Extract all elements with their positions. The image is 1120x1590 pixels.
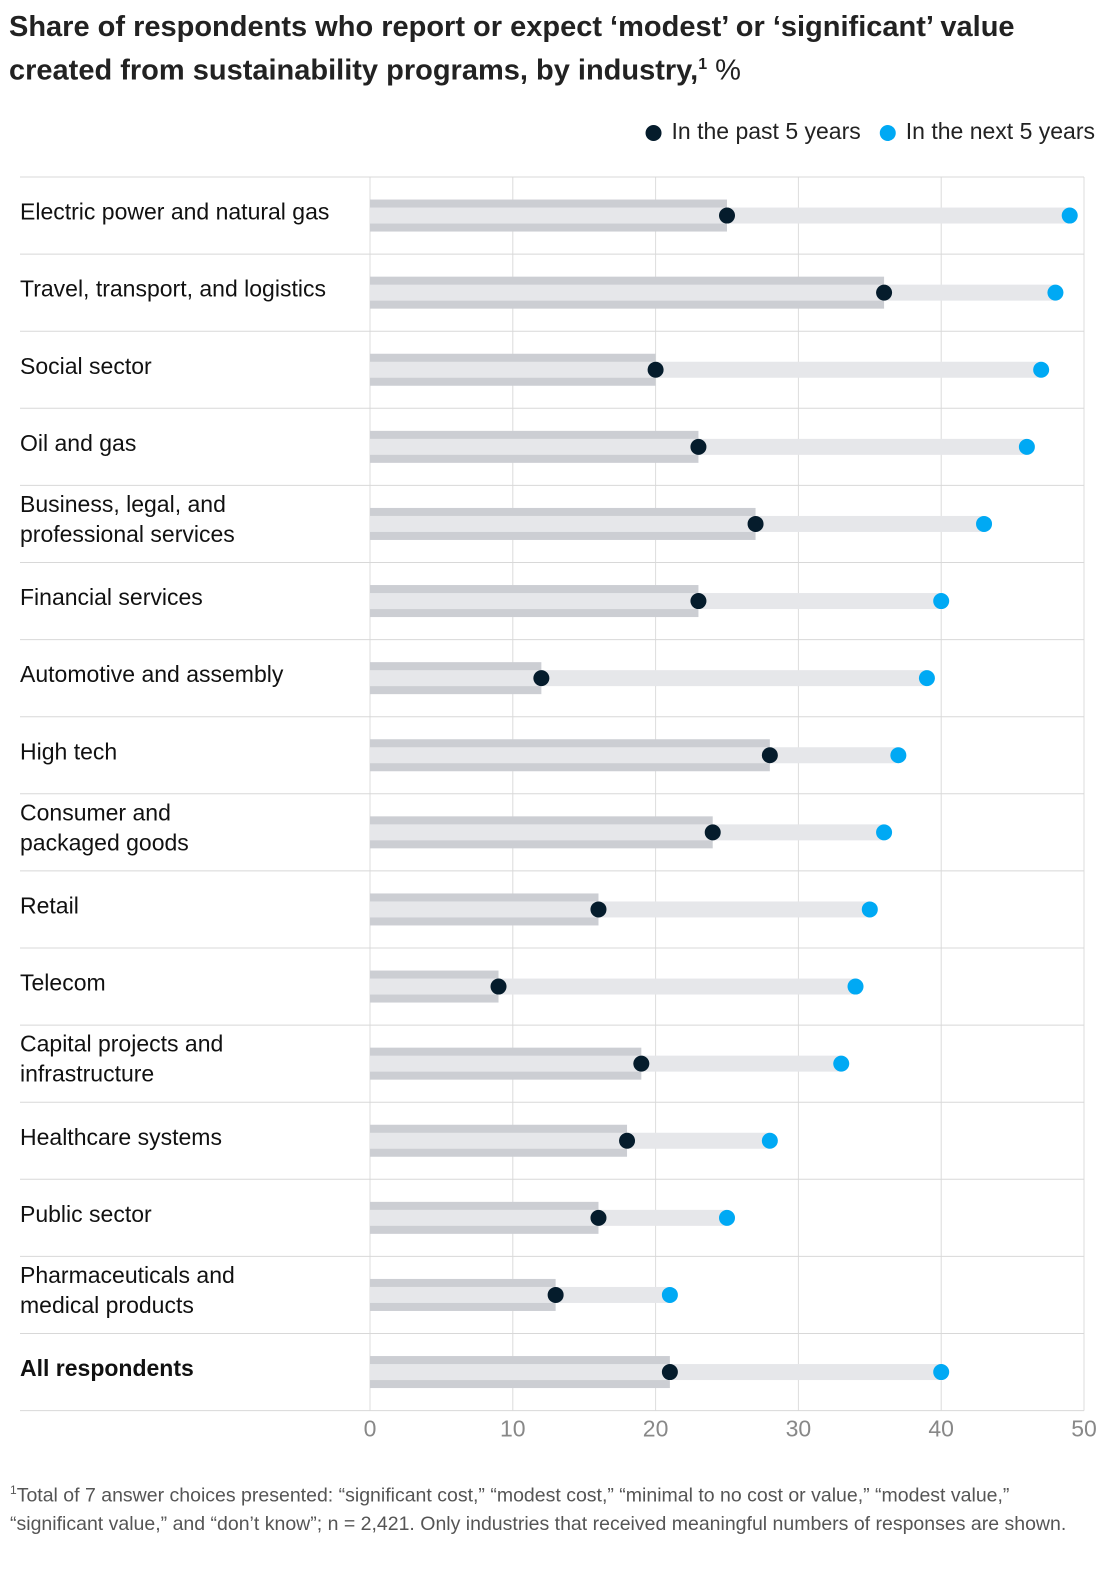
next-dot: [890, 747, 907, 764]
category-label-line: medical products: [20, 1292, 194, 1318]
category-label-line: Consumer and: [20, 799, 171, 825]
next-dot: [847, 978, 864, 995]
legend: In the past 5 years In the next 5 years: [645, 118, 1095, 144]
legend-label: In the past 5 years: [672, 118, 861, 144]
next-bar: [370, 1055, 842, 1072]
x-tick-label: 10: [500, 1416, 526, 1442]
past-dot: [533, 670, 550, 687]
next-bar: [370, 824, 885, 841]
category-label: Healthcare systems: [20, 1124, 222, 1150]
category-label-line: packaged goods: [20, 829, 189, 855]
next-dot: [918, 670, 935, 687]
past-dot: [704, 824, 721, 841]
x-tick-label: 0: [364, 1416, 377, 1442]
next-dot: [1047, 284, 1064, 301]
past-dot: [590, 901, 607, 918]
chart-title-block: Share of respondents who report or expec…: [9, 8, 1109, 90]
next-bar: [370, 747, 899, 764]
category-label: Electric power and natural gas: [20, 199, 329, 225]
next-dot: [876, 824, 893, 841]
category-label-line: Business, legal, and: [20, 491, 226, 517]
x-tick-label: 40: [928, 1416, 954, 1442]
category-label: Travel, transport, and logistics: [20, 276, 326, 302]
chart: In the past 5 years In the next 5 years 0 1…: [20, 118, 1097, 1442]
legend-marker: [879, 125, 896, 141]
next-dot: [861, 901, 878, 918]
chart-title: Share of respondents who report or expec…: [9, 11, 1015, 87]
past-dot: [876, 284, 893, 301]
category-label: Oil and gas: [20, 430, 136, 456]
next-dot: [1061, 207, 1078, 224]
category-label: Capital projects and infrastructure: [20, 1031, 223, 1087]
footnote-block: 1Total of 7 answer choices presented: “s…: [10, 1476, 1090, 1538]
category-label: Financial services: [20, 584, 203, 610]
next-dot: [833, 1055, 850, 1072]
next-bar: [370, 1132, 770, 1149]
next-bar: [370, 901, 870, 918]
past-dot: [747, 515, 764, 532]
past-dot: [647, 361, 664, 378]
next-bar: [370, 284, 1056, 301]
past-dot: [761, 747, 778, 764]
x-tick-label: 20: [643, 1416, 669, 1442]
category-label: Social sector: [20, 353, 152, 379]
next-dot: [719, 1209, 735, 1226]
title-footnote-marker: 1: [698, 56, 708, 73]
category-label: Consumer and packaged goods: [20, 799, 189, 855]
category-label: Automotive and assembly: [20, 661, 284, 687]
category-label: Retail: [20, 893, 79, 919]
footnote-marker: 1: [10, 1483, 17, 1497]
category-label: Telecom: [20, 970, 106, 996]
category-label: High tech: [20, 738, 117, 764]
past-dot: [490, 978, 507, 995]
x-tick-label: 50: [1071, 1416, 1097, 1442]
category-label-line: professional services: [20, 521, 235, 547]
next-dot: [661, 1286, 678, 1303]
next-bar: [370, 1364, 942, 1381]
category-label: Business, legal, and professional service…: [20, 491, 235, 547]
category-label: Pharmaceuticals and medical products: [20, 1262, 235, 1318]
next-dot: [1033, 361, 1050, 378]
next-bar: [370, 670, 927, 687]
next-dot: [1018, 438, 1035, 455]
next-dot: [933, 593, 950, 610]
past-dot: [661, 1364, 678, 1381]
past-dot: [619, 1132, 636, 1149]
next-bar: [370, 1209, 727, 1226]
next-dot: [761, 1132, 778, 1149]
legend-label: In the next 5 years: [906, 118, 1095, 144]
category-label: All respondents: [20, 1355, 194, 1381]
next-bar: [370, 1286, 670, 1303]
footnote: Total of 7 answer choices presented: “si…: [10, 1484, 1067, 1535]
next-bar: [370, 593, 942, 610]
past-dot: [690, 593, 707, 610]
next-bar: [370, 978, 856, 995]
category-label: Public sector: [20, 1201, 152, 1227]
next-bar: [370, 361, 1042, 378]
category-label-line: Capital projects and: [20, 1031, 223, 1057]
next-bar: [370, 515, 985, 532]
x-tick-label: 30: [786, 1416, 812, 1442]
past-dot: [690, 438, 707, 455]
next-dot: [976, 515, 993, 532]
past-dot: [719, 207, 735, 224]
next-dot: [933, 1364, 950, 1381]
category-label-line: infrastructure: [20, 1061, 154, 1087]
legend-marker: [645, 125, 662, 141]
past-dot: [547, 1286, 564, 1303]
past-dot: [590, 1209, 607, 1226]
past-dot: [633, 1055, 650, 1072]
category-label-line: Pharmaceuticals and: [20, 1262, 235, 1288]
unit: %: [715, 54, 741, 87]
